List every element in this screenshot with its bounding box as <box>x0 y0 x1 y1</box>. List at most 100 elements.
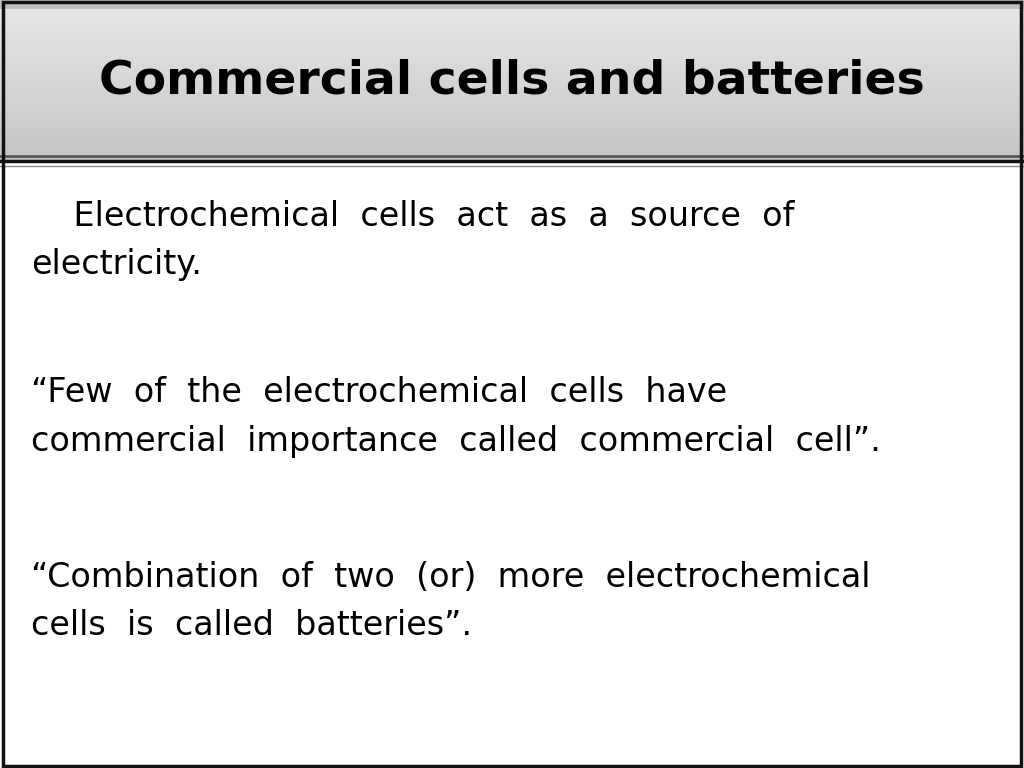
Bar <box>0 8 1024 9</box>
Bar <box>0 79 1024 80</box>
Bar <box>0 86 1024 87</box>
Bar <box>0 42 1024 43</box>
Bar <box>0 15 1024 16</box>
Bar <box>0 2 1024 3</box>
Bar <box>0 99 1024 100</box>
Bar <box>0 90 1024 91</box>
Bar <box>0 148 1024 149</box>
Bar <box>0 70 1024 71</box>
Bar <box>0 47 1024 48</box>
Bar <box>0 68 1024 69</box>
Bar <box>0 120 1024 121</box>
Bar <box>0 145 1024 146</box>
Bar <box>0 116 1024 117</box>
Bar <box>0 9 1024 10</box>
Bar <box>0 157 1024 158</box>
Bar <box>0 123 1024 124</box>
Bar <box>0 114 1024 115</box>
Bar <box>0 76 1024 77</box>
Bar <box>0 48 1024 49</box>
Bar <box>0 98 1024 99</box>
Bar <box>0 33 1024 34</box>
Bar <box>0 43 1024 44</box>
Bar <box>0 141 1024 142</box>
Bar <box>0 140 1024 141</box>
Bar <box>0 65 1024 66</box>
Bar <box>0 139 1024 140</box>
Bar <box>0 102 1024 103</box>
Bar <box>0 135 1024 136</box>
Bar <box>0 29 1024 30</box>
Bar <box>0 80 1024 81</box>
Bar <box>0 113 1024 114</box>
Bar <box>0 127 1024 128</box>
Bar <box>0 74 1024 75</box>
Bar <box>0 30 1024 31</box>
Bar <box>0 119 1024 120</box>
Bar <box>0 143 1024 144</box>
Bar <box>0 51 1024 52</box>
Bar <box>0 130 1024 131</box>
Bar <box>0 22 1024 23</box>
Bar <box>3 161 1021 766</box>
Bar <box>0 63 1024 64</box>
Bar <box>0 92 1024 93</box>
Bar <box>0 129 1024 130</box>
Bar <box>0 160 1024 161</box>
Bar <box>0 88 1024 90</box>
Bar <box>0 104 1024 105</box>
Bar <box>0 151 1024 152</box>
Bar <box>0 31 1024 32</box>
Bar <box>0 108 1024 109</box>
Bar <box>0 62 1024 63</box>
Bar <box>0 41 1024 42</box>
Bar <box>0 57 1024 58</box>
Bar <box>0 110 1024 111</box>
Bar <box>0 46 1024 47</box>
Bar <box>0 147 1024 148</box>
Bar <box>0 39 1024 40</box>
Bar <box>0 27 1024 28</box>
Bar <box>0 106 1024 107</box>
Bar <box>0 26 1024 27</box>
Bar <box>0 83 1024 84</box>
Bar <box>0 94 1024 95</box>
Text: “Combination  of  two  (or)  more  electrochemical
cells  is  called  batteries”: “Combination of two (or) more electroche… <box>31 561 870 642</box>
Bar <box>0 6 1024 7</box>
Bar <box>0 35 1024 36</box>
Bar <box>0 136 1024 137</box>
Bar <box>0 54 1024 55</box>
Bar <box>0 23 1024 25</box>
Bar <box>0 96 1024 97</box>
Bar <box>0 4 1024 5</box>
Bar <box>0 82 1024 83</box>
Bar <box>0 107 1024 108</box>
Bar <box>0 84 1024 85</box>
Bar <box>0 93 1024 94</box>
Bar <box>0 55 1024 56</box>
Bar <box>0 1 1024 2</box>
Bar <box>0 131 1024 132</box>
Bar <box>0 14 1024 15</box>
Bar <box>0 18 1024 19</box>
Bar <box>0 17 1024 18</box>
Bar <box>0 21 1024 22</box>
Bar <box>0 104 1024 106</box>
Bar <box>0 109 1024 110</box>
Bar <box>0 124 1024 125</box>
Bar <box>0 64 1024 65</box>
Bar <box>0 118 1024 119</box>
Bar <box>0 117 1024 118</box>
Bar <box>0 103 1024 104</box>
Bar <box>0 111 1024 112</box>
Bar <box>0 78 1024 79</box>
Bar <box>0 112 1024 113</box>
Bar <box>0 50 1024 51</box>
Bar <box>0 121 1024 122</box>
Bar <box>0 7 1024 8</box>
Bar <box>0 32 1024 33</box>
Bar <box>0 144 1024 145</box>
Bar <box>0 58 1024 59</box>
Bar <box>0 158 1024 159</box>
Bar <box>0 40 1024 41</box>
